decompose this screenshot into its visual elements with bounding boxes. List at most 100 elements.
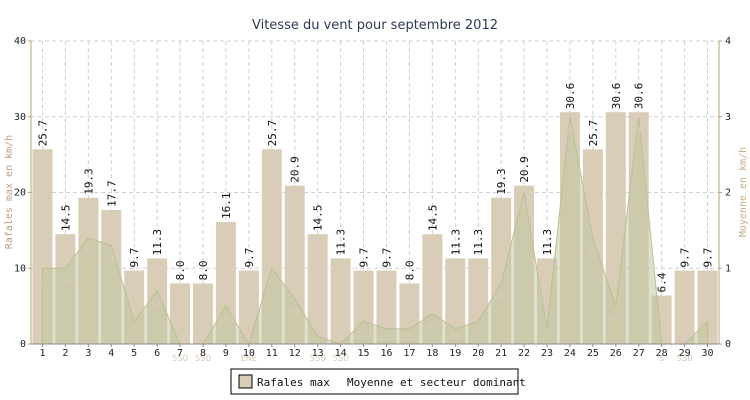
sector-label: SSO — [378, 333, 394, 343]
x-tick-label: 5 — [131, 348, 137, 359]
sector-label: SSO — [195, 354, 211, 364]
x-tick-label: 18 — [426, 348, 438, 359]
chart-title: Vitesse du vent pour septembre 2012 — [252, 18, 498, 33]
bar-value-label: 8.0 — [197, 261, 210, 281]
y2-tick-label: 1 — [725, 263, 731, 274]
sector-label: SSO — [332, 354, 348, 364]
y2-axis-label: Moyenne en km/h — [738, 147, 749, 237]
bar-value-label: 25.7 — [36, 120, 49, 147]
x-tick-label: 2 — [62, 348, 68, 359]
x-tick-label: 7 — [177, 348, 183, 359]
x-tick-label: 10 — [243, 348, 255, 359]
sector-label: NE — [610, 315, 621, 325]
y2-tick-label: 0 — [725, 339, 731, 350]
bar — [307, 234, 328, 344]
bar-value-label: 11.3 — [335, 229, 348, 256]
bar — [238, 270, 259, 344]
bar — [376, 270, 397, 344]
x-tick-label: 1 — [39, 348, 45, 359]
y-axis-label: Rafales max en km/h — [4, 135, 15, 249]
sector-label: NE — [450, 333, 461, 343]
y2-tick-label: 3 — [725, 112, 731, 123]
y2-tick-label: 4 — [725, 36, 731, 47]
x-tick-label: 4 — [108, 348, 114, 359]
x-tick-label: 28 — [656, 348, 668, 359]
x-tick-label: 24 — [564, 348, 576, 359]
bar-value-label: 30.6 — [633, 83, 646, 110]
bar-value-label: 11.3 — [541, 229, 554, 256]
sector-label: NE — [152, 300, 163, 310]
sector-label: S — [659, 354, 664, 364]
bar-value-label: 11.3 — [472, 229, 485, 256]
bar-value-label: 11.3 — [151, 229, 164, 256]
sector-label: E — [269, 277, 274, 287]
bar-value-label: 8.0 — [403, 261, 416, 281]
legend: Rafales max Moyenne et secteur dominant — [230, 368, 526, 395]
sector-label: NE — [565, 126, 576, 136]
bar-value-label: 14.5 — [312, 205, 325, 232]
bar-value-label: 16.1 — [220, 193, 233, 220]
sector-label: NE — [427, 323, 438, 333]
bar-value-label: 9.7 — [128, 248, 141, 268]
bar — [193, 283, 213, 344]
x-tick-label: 9 — [223, 348, 229, 359]
y-tick-label: 0 — [20, 339, 26, 350]
bar-value-label: 25.7 — [587, 120, 600, 147]
x-tick-label: 30 — [702, 348, 714, 359]
sector-label: SSO — [218, 315, 234, 325]
x-tick-label: 3 — [85, 348, 91, 359]
x-tick-label: 6 — [154, 348, 160, 359]
bar-value-label: 20.9 — [289, 156, 302, 183]
sector-label: ENE — [241, 354, 257, 364]
x-tick-label: 8 — [200, 348, 206, 359]
bar-value-label: 19.3 — [495, 168, 508, 194]
sector-label: NE — [83, 247, 94, 257]
sector-label: SSO — [676, 354, 692, 364]
bar-value-label: 6.4 — [656, 272, 669, 292]
x-tick-label: 13 — [312, 348, 324, 359]
x-tick-label: 19 — [449, 348, 461, 359]
bar-value-label: 30.6 — [610, 83, 623, 110]
bar — [330, 258, 351, 344]
y-tick-label: 30 — [14, 112, 26, 123]
bar-value-label: 25.7 — [266, 120, 279, 147]
x-tick-label: 17 — [403, 348, 415, 359]
y-tick-label: 40 — [14, 36, 26, 47]
legend-label-rafales: Rafales max — [257, 376, 330, 389]
bar-value-label: 9.7 — [679, 248, 692, 268]
sector-label: S — [40, 277, 45, 287]
bar — [674, 270, 695, 344]
x-tick-label: 22 — [518, 348, 530, 359]
bar-value-label: 9.7 — [380, 248, 393, 268]
bar-value-label: 30.6 — [564, 83, 577, 110]
bar-value-labels: 25.7 14.5 19.3 17.7 9.7 11.3 8.0 8.0 16.1 9.7 25.7… — [36, 83, 714, 293]
bar-value-label: 14.5 — [426, 205, 439, 232]
sector-label: SSO — [172, 354, 188, 364]
average-area-series — [41, 116, 709, 346]
x-tick-label: 20 — [472, 348, 484, 359]
x-tick-label: 16 — [380, 348, 392, 359]
sector-label: NE — [106, 255, 117, 265]
bar-value-label: 20.9 — [518, 156, 531, 183]
sector-label: SSE — [57, 277, 73, 287]
x-tick-label: 15 — [358, 348, 370, 359]
bar — [170, 283, 191, 344]
bar-value-label: 19.3 — [82, 168, 95, 195]
bar-value-label: 14.5 — [59, 205, 72, 232]
legend-box — [230, 368, 519, 395]
x-tick-label: 27 — [633, 348, 645, 359]
x-tick-label: 26 — [610, 348, 622, 359]
bar-value-label: 9.7 — [243, 248, 256, 268]
legend-label-moyenne: Moyenne et secteur dominant — [347, 376, 526, 389]
bar-value-label: 11.3 — [449, 229, 462, 256]
x-tick-label: 11 — [266, 348, 278, 359]
y-tick-label: 20 — [14, 188, 26, 199]
legend-swatch-rafales — [238, 374, 253, 389]
sector-label: S — [131, 330, 136, 340]
sector-label: SSO — [310, 354, 326, 364]
sector-label: S — [475, 330, 480, 340]
y2-tick-label: 2 — [725, 188, 731, 199]
